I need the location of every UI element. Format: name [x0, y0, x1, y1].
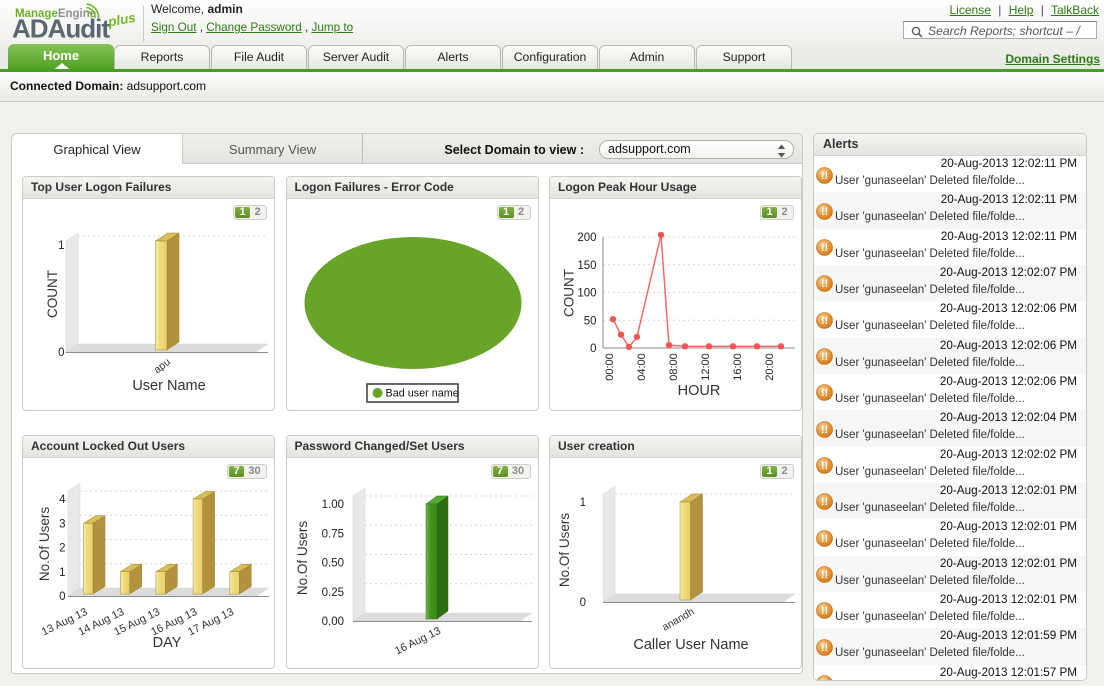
svg-text:0: 0: [580, 597, 586, 609]
svg-text:!!: !!: [820, 351, 827, 363]
svg-text:100: 100: [577, 288, 596, 300]
svg-text:12:00: 12:00: [700, 353, 712, 381]
svg-text:1: 1: [58, 240, 64, 252]
svg-text:No.Of Users: No.Of Users: [37, 507, 52, 582]
svg-text:User Name: User Name: [132, 378, 205, 394]
svg-text:!!: !!: [820, 460, 827, 472]
svg-text:COUNT: COUNT: [562, 269, 577, 317]
svg-text:DAY: DAY: [153, 635, 182, 651]
svg-text:2: 2: [59, 543, 65, 555]
svg-text:0: 0: [590, 343, 596, 355]
svg-text:0: 0: [59, 591, 65, 603]
svg-text:!!: !!: [820, 315, 827, 327]
svg-text:!!: !!: [820, 678, 827, 681]
svg-text:No.Of Users: No.Of Users: [557, 513, 572, 588]
svg-text:!!: !!: [820, 388, 827, 400]
svg-text:0.75: 0.75: [321, 528, 343, 540]
svg-text:COUNT: COUNT: [45, 270, 60, 318]
svg-text:4: 4: [59, 494, 66, 506]
svg-text:16 Aug 13: 16 Aug 13: [393, 625, 443, 658]
svg-text:Caller User Name: Caller User Name: [633, 637, 748, 653]
svg-text:3: 3: [59, 518, 65, 530]
svg-text:!!: !!: [820, 242, 827, 254]
svg-text:!!: !!: [820, 424, 827, 436]
svg-text:20:00: 20:00: [764, 353, 776, 381]
svg-text:!!: !!: [820, 533, 827, 545]
svg-text:0: 0: [58, 347, 64, 359]
svg-text:50: 50: [584, 315, 597, 327]
svg-text:Bad user name: Bad user name: [385, 388, 458, 400]
svg-text:!!: !!: [820, 206, 827, 218]
svg-text:HOUR: HOUR: [678, 383, 721, 399]
svg-text:!!: !!: [820, 497, 827, 509]
svg-text:150: 150: [577, 260, 596, 272]
svg-text:!!: !!: [820, 170, 827, 182]
svg-text:0.25: 0.25: [321, 587, 343, 599]
svg-text:00:00: 00:00: [604, 353, 616, 381]
svg-text:1: 1: [59, 567, 65, 579]
svg-text:plus: plus: [106, 10, 137, 30]
svg-text:apu: apu: [152, 356, 173, 376]
svg-text:200: 200: [577, 232, 596, 244]
svg-text:04:00: 04:00: [636, 353, 648, 381]
svg-text:16:00: 16:00: [732, 353, 744, 381]
svg-text:1: 1: [580, 497, 586, 509]
svg-text:0.50: 0.50: [321, 558, 343, 570]
svg-text:1.00: 1.00: [321, 499, 343, 511]
svg-text:ADAudit: ADAudit: [12, 14, 110, 44]
svg-text:anandh: anandh: [660, 606, 696, 634]
svg-text:!!: !!: [820, 642, 827, 654]
svg-text:No.Of Users: No.Of Users: [295, 521, 310, 596]
svg-text:0.00: 0.00: [321, 616, 343, 628]
svg-text:!!: !!: [820, 606, 827, 618]
svg-text:08:00: 08:00: [668, 353, 680, 381]
svg-text:!!: !!: [820, 279, 827, 291]
svg-text:!!: !!: [820, 569, 827, 581]
